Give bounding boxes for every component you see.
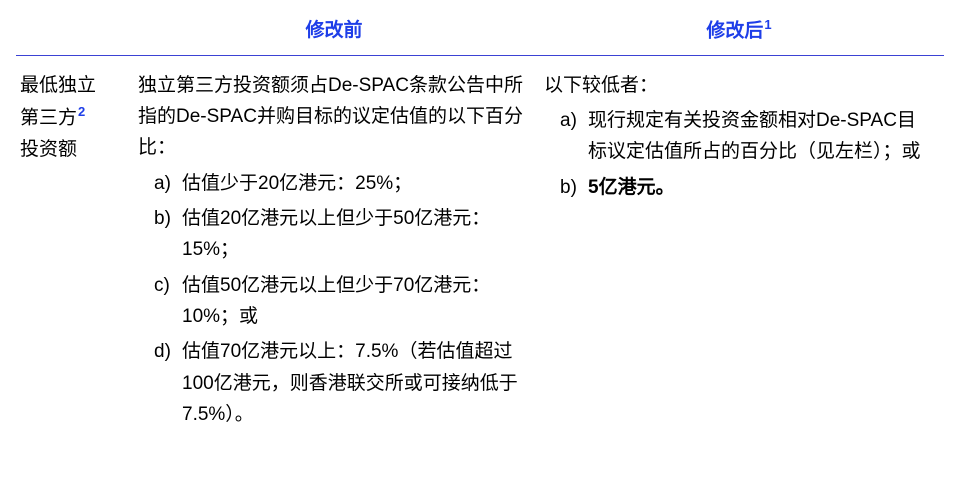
list-marker: c): [138, 270, 182, 301]
after-list: a) 现行规定有关投资金额相对De-SPAC目标议定估值所占的百分比（见左栏）；…: [544, 105, 934, 203]
header-after-footnote: 1: [764, 17, 771, 32]
header-after-label: 修改后: [706, 20, 763, 41]
before-intro: 独立第三方投资额须占De-SPAC条款公告中所指的De-SPAC并购目标的议定估…: [138, 70, 524, 164]
after-intro: 以下较低者：: [544, 70, 934, 101]
row-label-line2: 第三方: [20, 107, 77, 128]
list-text: 估值50亿港元以上但少于70亿港元：10%；或: [182, 270, 524, 333]
list-marker: a): [138, 168, 182, 199]
table-row: 最低独立 第三方2 投资额 独立第三方投资额须占De-SPAC条款公告中所指的D…: [16, 55, 944, 438]
list-item: c) 估值50亿港元以上但少于70亿港元：10%；或: [138, 270, 524, 333]
row-label-line3: 投资额: [20, 134, 128, 165]
row-label-line1: 最低独立: [20, 70, 128, 101]
row-label-line2-wrap: 第三方2: [20, 101, 128, 134]
list-marker: a): [544, 105, 588, 136]
header-before-label: 修改前: [305, 20, 362, 41]
list-item: b) 5亿港元。: [544, 172, 934, 203]
row-label-footnote: 2: [78, 104, 85, 119]
list-item: b) 估值20亿港元以上但少于50亿港元：15%；: [138, 203, 524, 266]
list-marker: d): [138, 336, 182, 367]
list-text: 5亿港元。: [588, 172, 934, 203]
list-item: a) 估值少于20亿港元：25%；: [138, 168, 524, 199]
row-label-cell: 最低独立 第三方2 投资额: [16, 55, 134, 438]
comparison-table: 修改前 修改后1 最低独立 第三方2 投资额 独立第三方投资额须占De-SPAC…: [16, 8, 944, 438]
header-after: 修改后1: [534, 8, 944, 55]
list-text: 估值少于20亿港元：25%；: [182, 168, 524, 199]
list-item: a) 现行规定有关投资金额相对De-SPAC目标议定估值所占的百分比（见左栏）；…: [544, 105, 934, 168]
before-cell: 独立第三方投资额须占De-SPAC条款公告中所指的De-SPAC并购目标的议定估…: [134, 55, 534, 438]
list-text: 估值70亿港元以上：7.5%（若估值超过100亿港元，则香港联交所或可接纳低于7…: [182, 336, 524, 430]
before-list: a) 估值少于20亿港元：25%； b) 估值20亿港元以上但少于50亿港元：1…: [138, 168, 524, 431]
header-before: 修改前: [134, 8, 534, 55]
header-empty: [16, 8, 134, 55]
list-marker: b): [138, 203, 182, 234]
list-item: d) 估值70亿港元以上：7.5%（若估值超过100亿港元，则香港联交所或可接纳…: [138, 336, 524, 430]
list-text: 现行规定有关投资金额相对De-SPAC目标议定估值所占的百分比（见左栏）；或: [588, 105, 934, 168]
list-text: 估值20亿港元以上但少于50亿港元：15%；: [182, 203, 524, 266]
list-marker: b): [544, 172, 588, 203]
after-cell: 以下较低者： a) 现行规定有关投资金额相对De-SPAC目标议定估值所占的百分…: [534, 55, 944, 438]
table-header-row: 修改前 修改后1: [16, 8, 944, 55]
